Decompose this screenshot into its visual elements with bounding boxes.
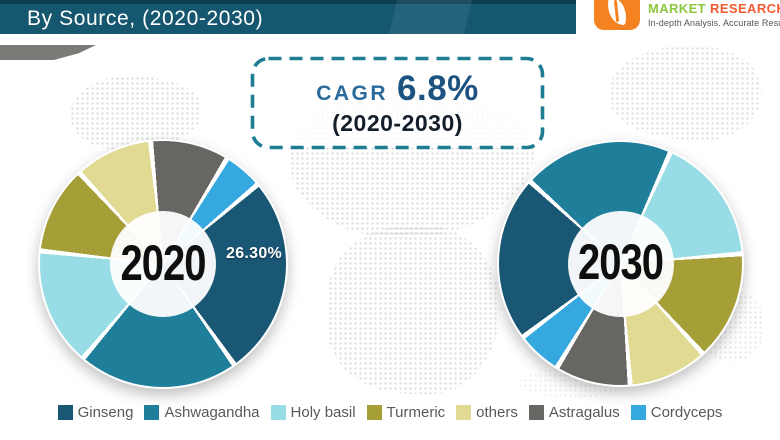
- legend-label: Ashwagandha: [164, 404, 260, 421]
- cagr-callout: CAGR 6.8% (2020-2030): [250, 56, 545, 150]
- legend-item-astragalus: Astragalus: [528, 404, 620, 421]
- cagr-content: CAGR 6.8% (2020-2030): [250, 56, 545, 150]
- legend-item-ashwagandha: Ashwagandha: [144, 404, 260, 421]
- donut-chart-2030: 2030: [497, 140, 744, 387]
- cagr-line: CAGR 6.8%: [316, 69, 479, 109]
- cagr-label: CAGR: [316, 82, 389, 105]
- legend-swatch: [366, 405, 382, 420]
- brand-name-market: MARKET: [648, 1, 707, 16]
- brand-tagline: In-depth Analysis. Accurate Results: [648, 18, 780, 28]
- brand-name: MARKET RESEARCH: [648, 1, 780, 16]
- brand-text: MARKET RESEARCH In-depth Analysis. Accur…: [648, 1, 780, 28]
- brand-mark-icon: [594, 0, 640, 30]
- legend-swatch: [57, 405, 73, 420]
- leaf-icon: [605, 0, 629, 26]
- legend: Ginseng Ashwagandha Holy basil Turmeric …: [0, 404, 780, 421]
- legend-label: Astragalus: [548, 404, 620, 421]
- legend-swatch: [456, 405, 472, 420]
- legend-item-others: others: [456, 404, 518, 421]
- cagr-period: (2020-2030): [332, 110, 463, 136]
- legend-swatch: [270, 405, 286, 420]
- world-map-dots-africa: [328, 226, 500, 394]
- donut-hole-2020: 2020: [110, 211, 216, 317]
- donut-hole-2030: 2030: [567, 210, 674, 317]
- world-map-dots-north-america: [70, 76, 202, 150]
- legend-swatch: [144, 405, 160, 420]
- brand-logo: MARKET RESEARCH In-depth Analysis. Accur…: [592, 0, 780, 34]
- dashed-border: [250, 56, 545, 150]
- legend-item-cordyceps: Cordyceps: [630, 404, 723, 421]
- donut-chart-2020: 2020 26.30%: [38, 139, 288, 389]
- world-map-dots-east-asia: [610, 46, 762, 140]
- gray-ribbon: [0, 45, 96, 60]
- legend-swatch: [630, 405, 646, 420]
- legend-item-turmeric: Turmeric: [366, 404, 446, 421]
- legend-label: Ginseng: [77, 404, 134, 421]
- year-label-2020: 2020: [120, 235, 207, 291]
- legend-swatch: [528, 405, 544, 420]
- ginseng-share-callout: 26.30%: [226, 245, 283, 262]
- legend-label: Holy basil: [290, 404, 356, 421]
- legend-label: others: [476, 404, 518, 421]
- cagr-value: 6.8%: [397, 69, 479, 108]
- legend-item-holy-basil: Holy basil: [270, 404, 356, 421]
- year-label-2030: 2030: [578, 235, 664, 291]
- header-bar: [0, 0, 576, 34]
- legend-item-ginseng: Ginseng: [57, 404, 134, 421]
- legend-label: Turmeric: [386, 404, 446, 421]
- brand-name-research: RESEARCH: [710, 1, 780, 16]
- page-title: By Source, (2020-2030): [27, 7, 264, 30]
- legend-label: Cordyceps: [650, 404, 723, 421]
